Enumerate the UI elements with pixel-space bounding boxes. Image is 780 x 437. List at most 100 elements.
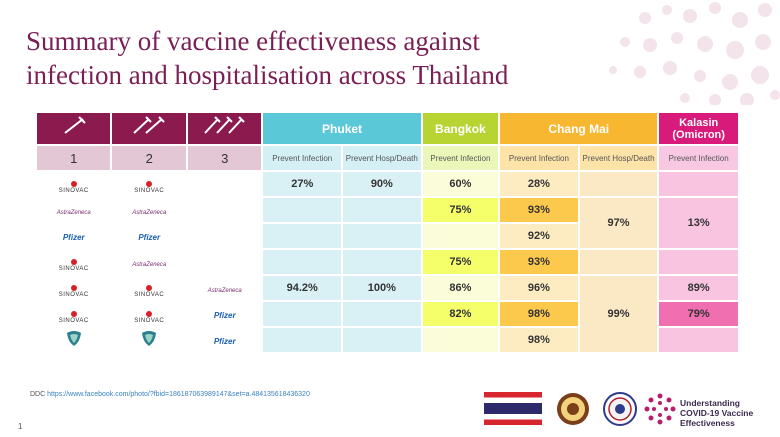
subheader-chiangmai-hosp: Prevent Hosp/Death — [579, 146, 658, 170]
empty-cell — [422, 328, 499, 352]
dose-number-3: 3 — [187, 146, 262, 170]
source-citation: DDC https://www.facebook.com/photo/?fbid… — [30, 391, 310, 398]
astrazeneca-logo: AstraZeneca — [112, 198, 186, 222]
table-row: Pfizer Pfizer 92% — [37, 224, 738, 248]
value-cell: 100% — [343, 276, 421, 300]
empty-cell — [343, 250, 421, 274]
region-header-kalasin: Kalasin (Omicron) — [659, 113, 738, 144]
table-row: SINOVAC SINOVAC 27% 90% 60% 28% — [37, 172, 738, 196]
header-syringe-3 — [187, 113, 262, 144]
value-cell: 96% — [500, 276, 578, 300]
value-cell: 75% — [422, 250, 499, 274]
sinovac-logo: SINOVAC — [37, 172, 111, 196]
pfizer-logo: Pfizer — [37, 224, 111, 248]
empty-cell — [343, 198, 421, 222]
region-header-chiang-mai: Chang Mai — [500, 113, 658, 144]
empty-cell — [343, 224, 421, 248]
value-cell: 99% — [579, 276, 658, 352]
empty-cell — [659, 328, 738, 352]
department-seal-icon — [603, 392, 637, 426]
table-row: AstraZeneca AstraZeneca 75% 93% 97% 13% — [37, 198, 738, 248]
empty-cell — [263, 198, 342, 222]
value-cell: 97% — [579, 198, 658, 248]
value-cell: 82% — [422, 302, 499, 326]
empty-cell — [263, 250, 342, 274]
empty-cell — [422, 224, 499, 248]
value-cell: 94.2% — [263, 276, 342, 300]
empty-cell — [263, 302, 342, 326]
value-cell: 75% — [422, 198, 499, 222]
empty-cell — [579, 250, 658, 274]
sinovac-logo: SINOVAC — [37, 276, 111, 300]
value-cell: 98% — [500, 302, 578, 326]
syringe-icon — [64, 116, 86, 134]
decorative-dots — [609, 2, 780, 105]
value-cell: 89% — [659, 276, 738, 300]
value-cell: 93% — [500, 198, 578, 222]
empty-dose-cell — [187, 172, 262, 196]
value-cell: 86% — [422, 276, 499, 300]
pfizer-logo: Pfizer — [187, 302, 262, 326]
page-title: Summary of vaccine effectiveness against… — [26, 24, 508, 92]
empty-cell — [659, 172, 738, 196]
subheader-phuket-hosp: Prevent Hosp/Death — [343, 146, 421, 170]
source-link[interactable]: https://www.facebook.com/photo/?fbid=186… — [47, 391, 310, 398]
region-header-bangkok: Bangkok — [422, 113, 499, 144]
table-row: SINOVAC SINOVAC AstraZeneca 94.2% 100% 8… — [37, 276, 738, 352]
source-prefix: DDC — [30, 391, 46, 398]
table-row: SINOVAC SINOVAC Pfizer 82% 98% 79% — [37, 302, 738, 326]
subheader-phuket-infection: Prevent Infection — [263, 146, 342, 170]
sinovac-logo: SINOVAC — [37, 302, 111, 326]
sinovac-logo: SINOVAC — [37, 250, 111, 274]
empty-dose-cell — [187, 198, 262, 222]
dose-number-1: 1 — [37, 146, 111, 170]
value-cell: 13% — [659, 198, 738, 248]
sinovac-logo: SINOVAC — [112, 302, 186, 326]
pfizer-logo: Pfizer — [112, 224, 186, 248]
region-header-phuket: Phuket — [263, 113, 421, 144]
value-cell: 27% — [263, 172, 342, 196]
logo-text-line-3: Effectiveness — [680, 418, 735, 428]
dotted-circle-logo-icon — [644, 393, 676, 425]
logo-text-line-2: COVID-19 Vaccine — [680, 408, 754, 418]
empty-dose-cell — [187, 224, 262, 248]
two-syringes-icon — [133, 116, 165, 134]
astrazeneca-logo: AstraZeneca — [37, 198, 111, 222]
dose-number-2: 2 — [112, 146, 186, 170]
pfizer-logo: Pfizer — [187, 328, 262, 352]
empty-cell — [579, 172, 658, 196]
sinopharm-logo — [112, 328, 186, 352]
title-line-1: Summary of vaccine effectiveness against — [26, 26, 480, 56]
sinopharm-icon — [142, 330, 157, 346]
three-syringes-icon — [203, 116, 245, 134]
subheader-bangkok-infection: Prevent Infection — [422, 146, 499, 170]
effectiveness-table: Phuket Bangkok Chang Mai Kalasin (Omicro… — [35, 111, 740, 354]
empty-cell — [659, 250, 738, 274]
sinovac-logo: SINOVAC — [112, 276, 186, 300]
value-cell: 28% — [500, 172, 578, 196]
empty-cell — [263, 224, 342, 248]
value-cell: 60% — [422, 172, 499, 196]
page-number: 1 — [18, 422, 23, 431]
sinopharm-icon — [66, 330, 81, 346]
empty-cell — [343, 302, 421, 326]
empty-cell — [343, 328, 421, 352]
ministry-seal-icon — [557, 393, 589, 425]
value-cell: 93% — [500, 250, 578, 274]
table-row: SINOVAC AstraZeneca 75% 93% — [37, 250, 738, 274]
empty-cell — [263, 328, 342, 352]
header-syringe-1 — [37, 113, 111, 144]
thailand-flag-icon — [484, 392, 542, 425]
subheader-chiangmai-infection: Prevent Infection — [500, 146, 578, 170]
astrazeneca-logo: AstraZeneca — [187, 276, 262, 300]
value-cell: 79% — [659, 302, 738, 326]
subheader-kalasin-infection: Prevent Infection — [659, 146, 738, 170]
value-cell: 90% — [343, 172, 421, 196]
sinopharm-logo — [37, 328, 111, 352]
table-row: Pfizer 98% — [37, 328, 738, 352]
title-line-2: infection and hospitalisation across Tha… — [26, 60, 509, 90]
empty-dose-cell — [187, 250, 262, 274]
value-cell: 98% — [500, 328, 578, 352]
header-syringe-2 — [112, 113, 186, 144]
sinovac-logo: SINOVAC — [112, 172, 186, 196]
